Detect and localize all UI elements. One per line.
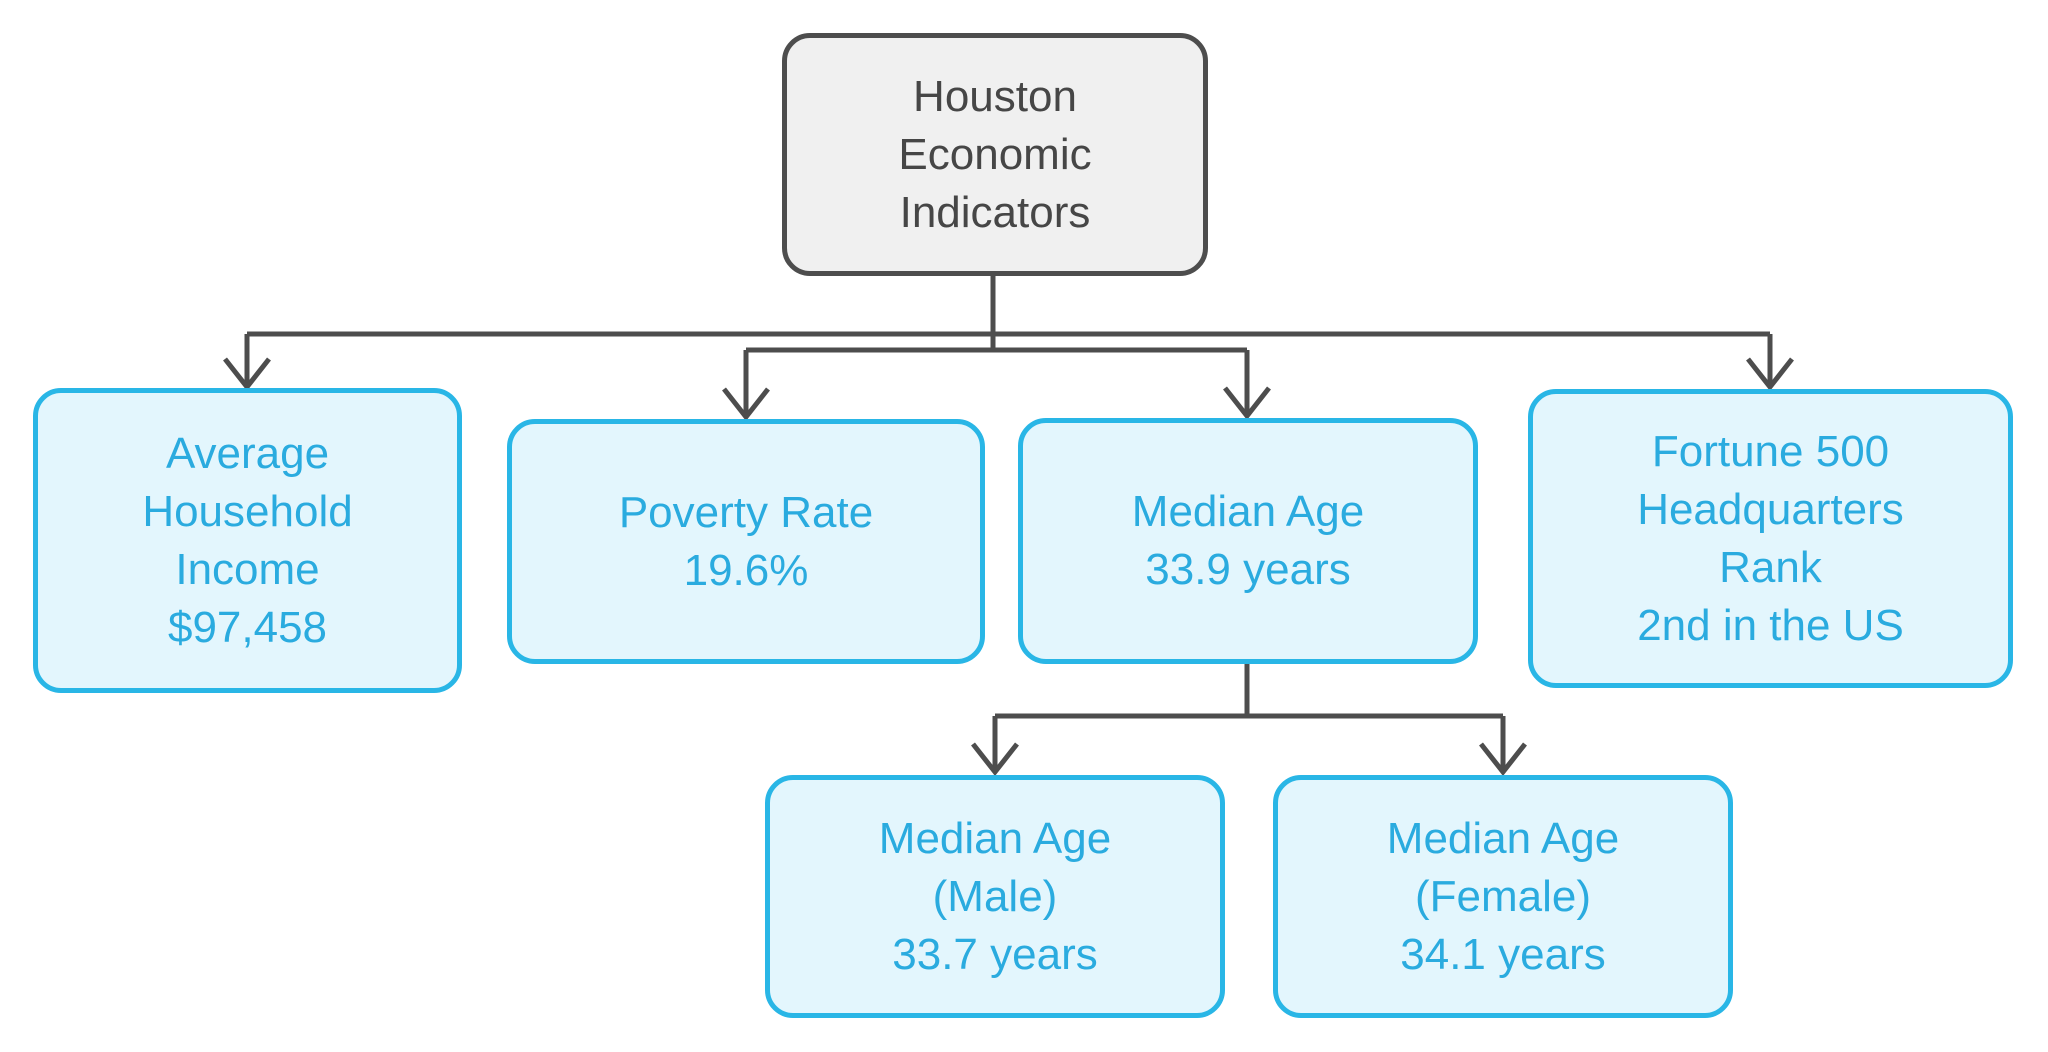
node-poverty-rate: Poverty Rate 19.6%	[507, 419, 985, 664]
node-label: Poverty Rate 19.6%	[618, 487, 874, 595]
arrow-to-poverty-rate	[722, 350, 770, 422]
arrow-to-median-age-male	[971, 716, 1019, 777]
arrow-to-fortune-500	[1746, 334, 1794, 392]
node-fortune-500-rank: Fortune 500 Headquarters Rank 2nd in the…	[1528, 389, 2013, 688]
node-label: Median Age (Male) 33.7 years	[878, 813, 1112, 979]
node-label: Median Age (Female) 34.1 years	[1386, 813, 1620, 979]
node-label: Fortune 500 Headquarters Rank 2nd in the…	[1637, 426, 1904, 650]
node-median-age-male: Median Age (Male) 33.7 years	[765, 775, 1225, 1018]
node-median-age-female: Median Age (Female) 34.1 years	[1273, 775, 1733, 1018]
arrow-to-median-age-female	[1479, 716, 1527, 777]
node-label: Houston Economic Indicators	[898, 71, 1092, 237]
node-label: Average Household Income $97,458	[142, 428, 353, 652]
arrow-to-average-household-income	[223, 334, 271, 392]
node-median-age: Median Age 33.9 years	[1018, 418, 1478, 664]
arrow-to-median-age	[1223, 350, 1271, 421]
node-houston-economic-indicators: Houston Economic Indicators	[782, 33, 1208, 276]
node-label: Median Age 33.9 years	[1131, 487, 1365, 594]
node-average-household-income: Average Household Income $97,458	[33, 388, 462, 693]
